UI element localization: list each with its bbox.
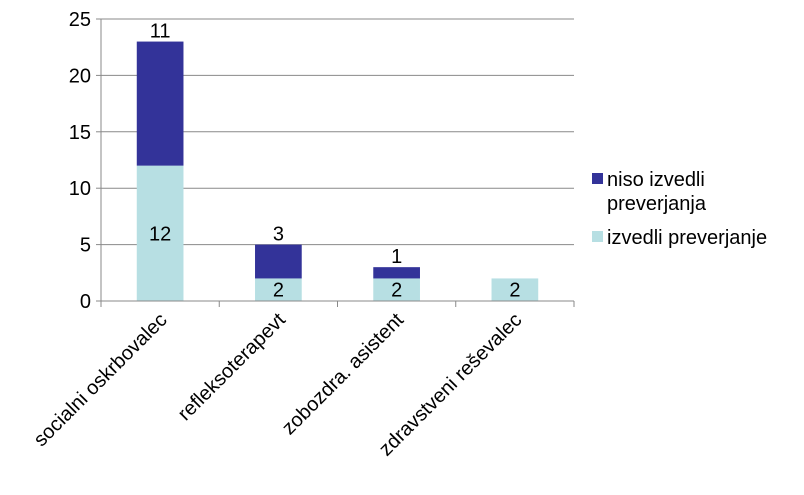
y-tick-label: 15: [69, 122, 91, 144]
y-tick-label: 25: [69, 9, 91, 31]
data-label: 11: [150, 21, 171, 43]
bar-segment: [136, 165, 184, 301]
x-axis: socialni oskrbovalec refleksoterapevtzobo…: [30, 19, 575, 461]
legend-swatch: [592, 231, 603, 242]
legend-swatch: [592, 173, 603, 184]
y-tick-label: 20: [69, 65, 91, 87]
legend-label: preverjanja: [607, 193, 707, 215]
data-label: 12: [149, 223, 171, 245]
bars: [136, 41, 539, 301]
x-category-label: refleksoterapevt: [174, 309, 290, 425]
legend-label: izvedli preverjanje: [607, 227, 767, 249]
data-label: 2: [273, 280, 284, 302]
y-tick-label: 0: [80, 291, 91, 313]
bar-segment: [491, 278, 539, 301]
data-label: 1: [391, 246, 402, 268]
bar-segment: [255, 244, 302, 279]
bar-segment: [255, 278, 302, 301]
bar-segment: [373, 267, 420, 279]
y-tick-label: 5: [80, 235, 91, 257]
y-tick-label: 10: [69, 178, 91, 200]
data-label: 3: [273, 224, 284, 246]
data-label: 2: [509, 280, 520, 302]
bar-segment: [136, 41, 184, 166]
x-category-label: zobozdra. asistent: [278, 309, 409, 440]
bar-segment: [373, 278, 420, 301]
legend-label: niso izvedli: [607, 169, 705, 191]
data-label: 2: [391, 280, 402, 302]
x-category-label: socialni oskrbovalec: [30, 309, 172, 451]
y-axis-ticks: 0 5 10 15 20 25: [69, 9, 101, 313]
